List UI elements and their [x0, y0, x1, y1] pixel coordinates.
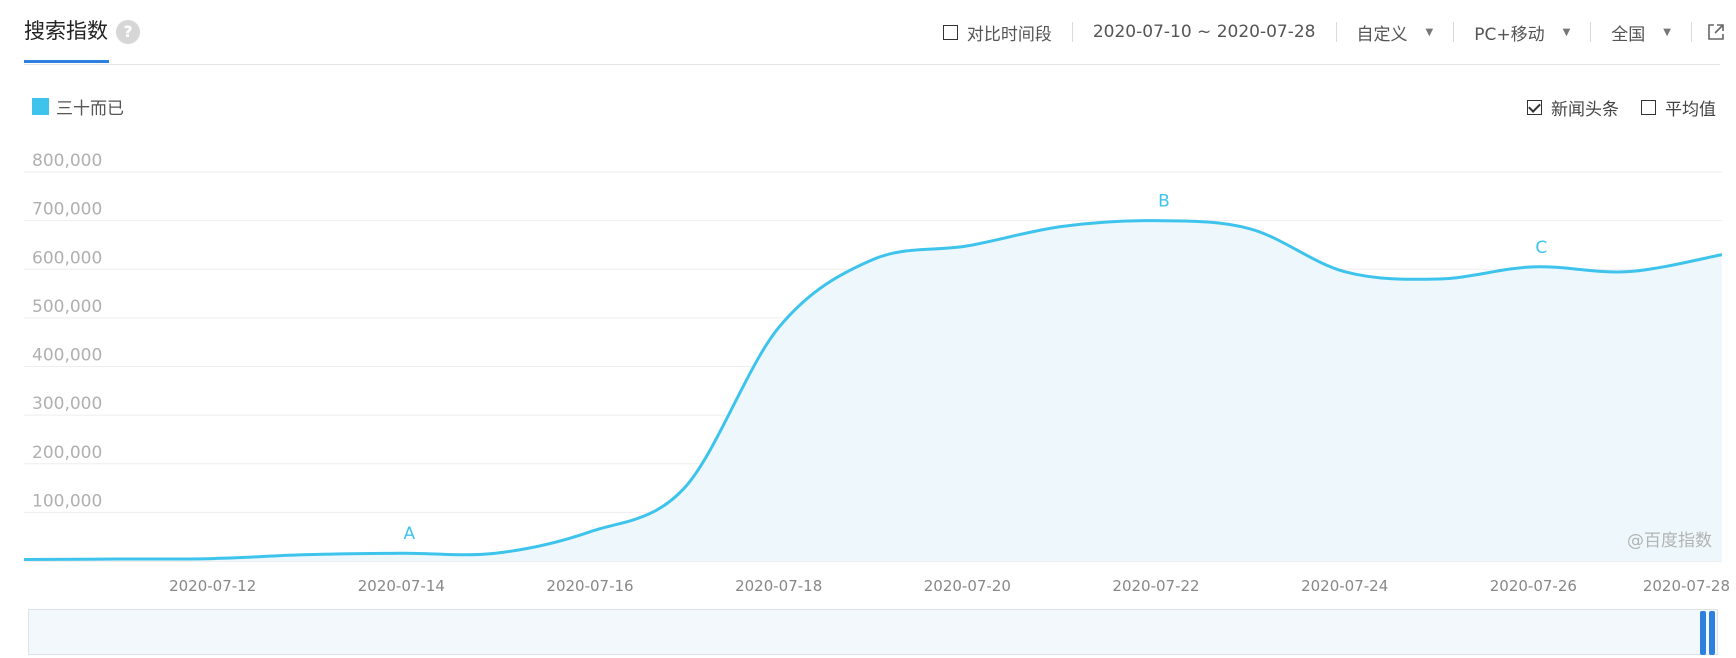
- question-circle-icon[interactable]: ?: [116, 20, 140, 44]
- external-link-icon[interactable]: [1706, 22, 1726, 42]
- data-point: [1342, 269, 1348, 275]
- annotation-label[interactable]: A: [404, 524, 416, 544]
- device-select-value: PC+移动: [1474, 24, 1545, 45]
- region-select[interactable]: 全国 ▼: [1591, 20, 1691, 45]
- divider: [1590, 22, 1592, 42]
- x-tick-label: 2020-07-12: [169, 577, 256, 595]
- divider: [1071, 22, 1073, 42]
- period-select[interactable]: 自定义 ▼: [1337, 20, 1454, 45]
- page-title: 搜索指数: [24, 19, 108, 43]
- legend-swatch: [32, 98, 49, 115]
- series-area: [24, 220, 1722, 561]
- divider: [1453, 22, 1455, 42]
- news-label: 新闻头条: [1551, 100, 1619, 120]
- y-tick-label: 600,000: [32, 248, 102, 268]
- y-tick-label: 300,000: [32, 394, 102, 414]
- period-select-value: 自定义: [1356, 24, 1408, 45]
- trend-chart[interactable]: 100,000 200,000 300,000 400,000 500,000 600,0…: [0, 130, 1736, 600]
- y-tick-label: 500,000: [32, 297, 102, 317]
- data-point: [493, 550, 499, 556]
- compare-period-toggle[interactable]: 对比时间段: [923, 20, 1072, 45]
- compare-label: 对比时间段: [966, 24, 1052, 45]
- scroller-handle-right[interactable]: [1709, 611, 1715, 655]
- scroller-handle-left[interactable]: [1700, 611, 1706, 655]
- data-point: [870, 257, 876, 263]
- y-tick-label: 800,000: [32, 151, 102, 171]
- data-point: [21, 557, 27, 563]
- caret-down-icon: ▼: [1663, 26, 1671, 38]
- y-tick-label: 400,000: [32, 346, 102, 366]
- data-point: [1059, 223, 1065, 229]
- device-select[interactable]: PC+移动 ▼: [1454, 20, 1590, 45]
- series-line: [23, 219, 1723, 562]
- average-toggle[interactable]: 平均值: [1641, 95, 1716, 120]
- legend-label: 三十而已: [56, 99, 124, 119]
- x-tick-label: 2020-07-20: [924, 577, 1011, 595]
- x-tick-label: 2020-07-16: [546, 577, 633, 595]
- data-point: [304, 552, 310, 558]
- header-divider: [24, 64, 1720, 65]
- data-point: [587, 529, 593, 535]
- x-tick-label: 2020-07-22: [1112, 577, 1199, 595]
- data-point: [964, 243, 970, 249]
- data-point: [1247, 226, 1253, 232]
- annotation-label[interactable]: B: [1158, 192, 1170, 212]
- data-point: [776, 325, 782, 331]
- data-point: [1625, 269, 1631, 275]
- date-range-picker[interactable]: 2020-07-10 ~ 2020-07-28: [1073, 20, 1336, 44]
- x-tick-label: 2020-07-18: [735, 577, 822, 595]
- data-point: [115, 556, 121, 562]
- divider: [1335, 22, 1337, 42]
- data-point: [1530, 264, 1536, 270]
- active-tab-underline: [24, 60, 109, 63]
- annotation-label[interactable]: C: [1535, 238, 1547, 258]
- x-tick-label: 2020-07-26: [1490, 577, 1577, 595]
- filter-controls: 对比时间段 2020-07-10 ~ 2020-07-28 自定义 ▼ PC+移…: [923, 18, 1726, 46]
- average-checkbox[interactable]: [1641, 100, 1656, 115]
- date-range-value: 2020-07-10 ~ 2020-07-28: [1092, 22, 1316, 42]
- divider: [1691, 22, 1692, 42]
- header: 搜索指数 ? 对比时间段 2020-07-10 ~ 2020-07-28 自定义…: [0, 0, 1736, 66]
- watermark: @百度指数: [1627, 531, 1712, 551]
- data-point: [681, 485, 687, 491]
- data-point: [1719, 252, 1725, 258]
- y-tick-label: 700,000: [32, 200, 102, 220]
- y-tick-label: 100,000: [32, 491, 102, 511]
- x-tick-label: 2020-07-28: [1643, 577, 1730, 595]
- x-tick-label: 2020-07-24: [1301, 577, 1388, 595]
- news-headline-toggle[interactable]: 新闻头条: [1527, 95, 1619, 120]
- data-point: [398, 550, 404, 556]
- chart-legend[interactable]: 三十而已: [32, 94, 124, 119]
- compare-checkbox[interactable]: [942, 24, 958, 40]
- y-tick-label: 200,000: [32, 443, 102, 463]
- search-index-tab[interactable]: 搜索指数 ?: [24, 14, 140, 62]
- data-point: [210, 556, 216, 562]
- x-tick-label: 2020-07-14: [358, 577, 445, 595]
- average-label: 平均值: [1665, 100, 1716, 120]
- data-point: [1436, 276, 1442, 282]
- caret-down-icon: ▼: [1562, 26, 1571, 38]
- caret-down-icon: ▼: [1425, 26, 1434, 38]
- news-checkbox[interactable]: [1527, 100, 1542, 115]
- chart-options: 新闻头条 平均值: [1505, 95, 1716, 120]
- region-select-value: 全国: [1611, 24, 1646, 45]
- range-scroller[interactable]: [28, 609, 1718, 655]
- data-point: [1153, 218, 1159, 224]
